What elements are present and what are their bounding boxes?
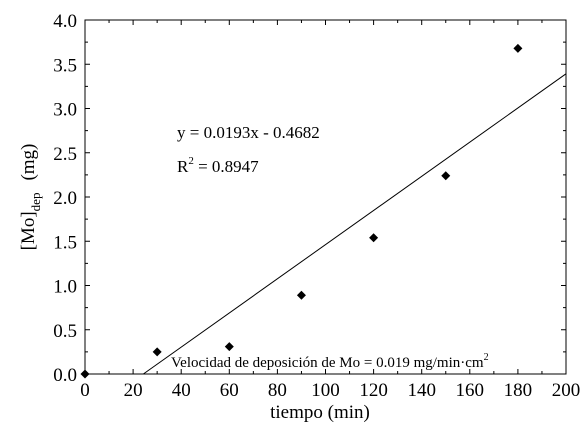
x-tick-label: 160	[456, 380, 485, 401]
deposition-rate-note: Velocidad de deposición de Mo = 0.019 mg…	[171, 352, 489, 371]
x-axis-title: tiempo (min)	[270, 402, 370, 423]
y-tick-label: 0.5	[53, 321, 77, 342]
y-tick-label: 2.5	[53, 144, 77, 165]
x-tick-label: 60	[220, 380, 239, 401]
data-point	[296, 290, 306, 300]
plot-frame	[84, 19, 567, 375]
data-point	[224, 342, 234, 352]
y-tick-label: 1.5	[53, 232, 77, 253]
y-tick-label: 4.0	[53, 11, 77, 32]
data-point	[513, 43, 523, 53]
x-tick-label: 80	[268, 380, 287, 401]
data-point	[441, 171, 451, 181]
y-tick-label: 3.5	[53, 55, 77, 76]
x-axis-ticks: 0 20 40 60 80 100 120 140 160 180 200	[80, 20, 580, 401]
x-tick-label: 20	[124, 380, 143, 401]
data-point	[152, 347, 162, 357]
y-axis-title: [Mo]dep(mg)	[18, 144, 43, 251]
y-tick-label: 3.0	[53, 100, 77, 121]
y-tick-label: 2.0	[53, 188, 77, 209]
y-axis-ticks: 0.0 0.5 1.0 1.5 2.0 2.5 3.0 3.5 4.0	[53, 11, 566, 386]
y-tick-label: 0.0	[53, 365, 77, 386]
x-tick-label: 120	[359, 380, 388, 401]
y-tick-label: 1.0	[53, 277, 77, 298]
x-tick-label: 100	[311, 380, 340, 401]
data-point	[369, 233, 379, 243]
r-squared-label: R2 = 0.8947	[177, 155, 259, 176]
x-tick-label: 200	[552, 380, 581, 401]
x-tick-label: 40	[172, 380, 191, 401]
trend-equation: y = 0.0193x - 0.4682	[177, 123, 320, 142]
x-tick-label: 0	[80, 380, 90, 401]
trendline-group	[143, 73, 567, 375]
x-tick-label: 140	[407, 380, 436, 401]
x-tick-label: 180	[504, 380, 533, 401]
plot-area-border	[84, 19, 567, 375]
linear-fit-line	[143, 73, 567, 375]
data-points	[80, 43, 523, 379]
